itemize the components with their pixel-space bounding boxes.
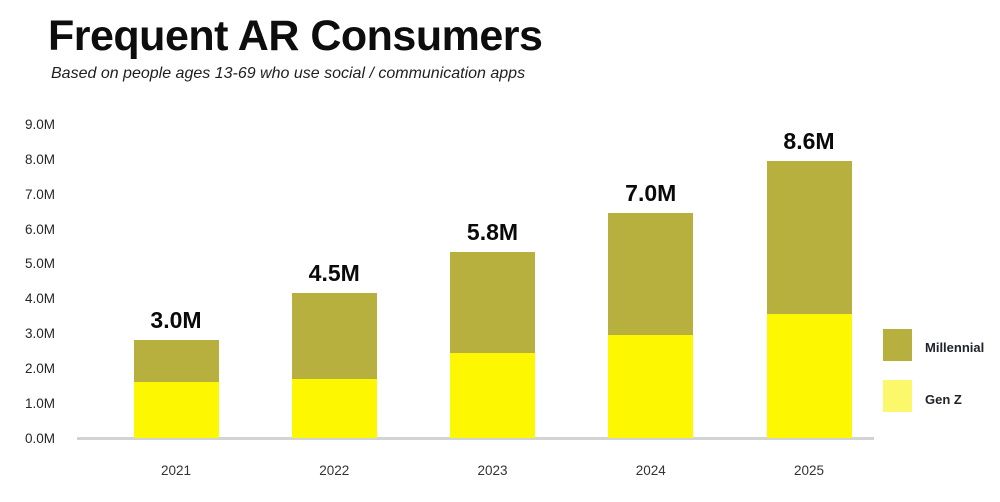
millennial-swatch-icon xyxy=(883,329,912,361)
bar-2022 xyxy=(291,293,377,438)
x-axis-tick-label-2024: 2024 xyxy=(635,463,666,478)
bar-2021 xyxy=(133,340,219,438)
y-axis-tick-label: 5.0M xyxy=(24,256,55,272)
total-label-2025: 8.6M xyxy=(783,128,835,155)
x-axis-tick-label-2022: 2022 xyxy=(319,463,350,478)
bar-segment-millennial xyxy=(450,251,535,353)
bar-segment-millennial xyxy=(291,293,377,379)
y-axis-tick-label: 4.0M xyxy=(24,291,55,307)
chart-subtitle: Based on people ages 13-69 who use socia… xyxy=(51,65,526,82)
total-label-2022: 4.5M xyxy=(308,260,360,287)
x-axis-tick-label-2025: 2025 xyxy=(793,463,825,478)
legend-label-millennial: Millennial xyxy=(925,340,985,355)
bar-segment-gen-z xyxy=(450,352,535,438)
total-label-2021: 3.0M xyxy=(150,307,202,334)
bar-segment-millennial xyxy=(133,340,219,383)
y-axis-tick-label: 0.0M xyxy=(24,430,55,446)
bar-segment-gen-z xyxy=(766,314,852,438)
bar-segment-gen-z xyxy=(133,382,219,438)
bar-2023 xyxy=(450,251,535,438)
y-axis-tick-label: 6.0M xyxy=(24,221,55,237)
bar-segment-millennial xyxy=(766,161,852,315)
gen-z-swatch-icon xyxy=(883,380,912,412)
bar-segment-gen-z xyxy=(291,378,377,438)
x-axis-tick-label-2021: 2021 xyxy=(160,463,192,478)
bar-2024 xyxy=(608,213,694,438)
total-label-2023: 5.8M xyxy=(466,218,519,245)
y-axis-tick-label: 2.0M xyxy=(24,360,55,376)
y-axis-tick-label: 7.0M xyxy=(24,186,55,202)
page-title: Frequent AR Consumers xyxy=(48,12,543,60)
legend-label-gen-z: Gen Z xyxy=(925,392,962,407)
bar-2025 xyxy=(766,161,852,438)
y-axis-tick-label: 3.0M xyxy=(24,326,55,341)
y-axis-tick-label: 8.0M xyxy=(24,151,55,167)
x-axis-tick-label-2023: 2023 xyxy=(477,463,508,478)
x-axis-line xyxy=(77,437,874,440)
y-axis-tick-label: 1.0M xyxy=(24,395,55,411)
bar-segment-gen-z xyxy=(608,335,694,438)
bar-segment-millennial xyxy=(608,213,694,336)
total-label-2024: 7.0M xyxy=(625,180,677,207)
y-axis-tick-label: 9.0M xyxy=(24,117,55,133)
